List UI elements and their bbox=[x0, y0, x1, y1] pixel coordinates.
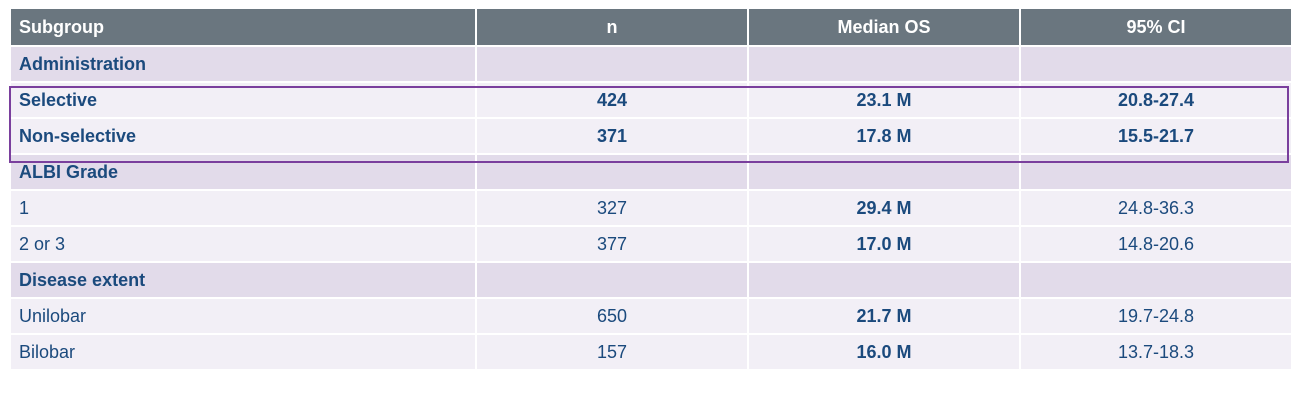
section-row: ALBI Grade bbox=[9, 153, 1293, 191]
cell: 29.4 M bbox=[747, 189, 1021, 227]
cell: 327 bbox=[475, 189, 749, 227]
empty-cell bbox=[1019, 153, 1293, 191]
cell: 21.7 M bbox=[747, 297, 1021, 335]
cell: 424 bbox=[475, 81, 749, 119]
empty-cell bbox=[475, 261, 749, 299]
section-row: Administration bbox=[9, 45, 1293, 83]
header-cell: n bbox=[475, 7, 749, 47]
subgroup-cell: Bilobar bbox=[9, 333, 477, 371]
data-row: 2 or 3 377 17.0 M 14.8-20.6 bbox=[9, 225, 1293, 263]
empty-cell bbox=[747, 153, 1021, 191]
header-row: Subgroup n Median OS 95% CI bbox=[9, 7, 1293, 47]
empty-cell bbox=[475, 153, 749, 191]
subgroup-cell: Non-selective bbox=[9, 117, 477, 155]
subgroup-cell: Disease extent bbox=[9, 261, 477, 299]
empty-cell bbox=[1019, 261, 1293, 299]
cell: 17.0 M bbox=[747, 225, 1021, 263]
data-row: 1 327 29.4 M 24.8-36.3 bbox=[9, 189, 1293, 227]
subgroup-cell: Administration bbox=[9, 45, 477, 83]
header-cell: Median OS bbox=[747, 7, 1021, 47]
data-row: Selective 424 23.1 M 20.8-27.4 bbox=[9, 81, 1293, 119]
cell: 13.7-18.3 bbox=[1019, 333, 1293, 371]
data-row: Unilobar 650 21.7 M 19.7-24.8 bbox=[9, 297, 1293, 335]
cell: 23.1 M bbox=[747, 81, 1021, 119]
subgroup-cell: Selective bbox=[9, 81, 477, 119]
empty-cell bbox=[1019, 45, 1293, 83]
cell: 650 bbox=[475, 297, 749, 335]
subgroup-cell: Unilobar bbox=[9, 297, 477, 335]
header-cell: Subgroup bbox=[9, 7, 477, 47]
empty-cell bbox=[475, 45, 749, 83]
cell: 24.8-36.3 bbox=[1019, 189, 1293, 227]
cell: 371 bbox=[475, 117, 749, 155]
subgroup-cell: 1 bbox=[9, 189, 477, 227]
cell: 14.8-20.6 bbox=[1019, 225, 1293, 263]
subgroup-cell: 2 or 3 bbox=[9, 225, 477, 263]
cell: 20.8-27.4 bbox=[1019, 81, 1293, 119]
empty-cell bbox=[747, 45, 1021, 83]
cell: 17.8 M bbox=[747, 117, 1021, 155]
cell: 16.0 M bbox=[747, 333, 1021, 371]
subgroup-cell: ALBI Grade bbox=[9, 153, 477, 191]
data-row: Bilobar 157 16.0 M 13.7-18.3 bbox=[9, 333, 1293, 371]
cell: 157 bbox=[475, 333, 749, 371]
cell: 15.5-21.7 bbox=[1019, 117, 1293, 155]
cell: 19.7-24.8 bbox=[1019, 297, 1293, 335]
data-row: Non-selective 371 17.8 M 15.5-21.7 bbox=[9, 117, 1293, 155]
empty-cell bbox=[747, 261, 1021, 299]
header-cell: 95% CI bbox=[1019, 7, 1293, 47]
section-row: Disease extent bbox=[9, 261, 1293, 299]
cell: 377 bbox=[475, 225, 749, 263]
subgroup-table: Subgroup n Median OS 95% CI Administration S… bbox=[9, 7, 1293, 371]
